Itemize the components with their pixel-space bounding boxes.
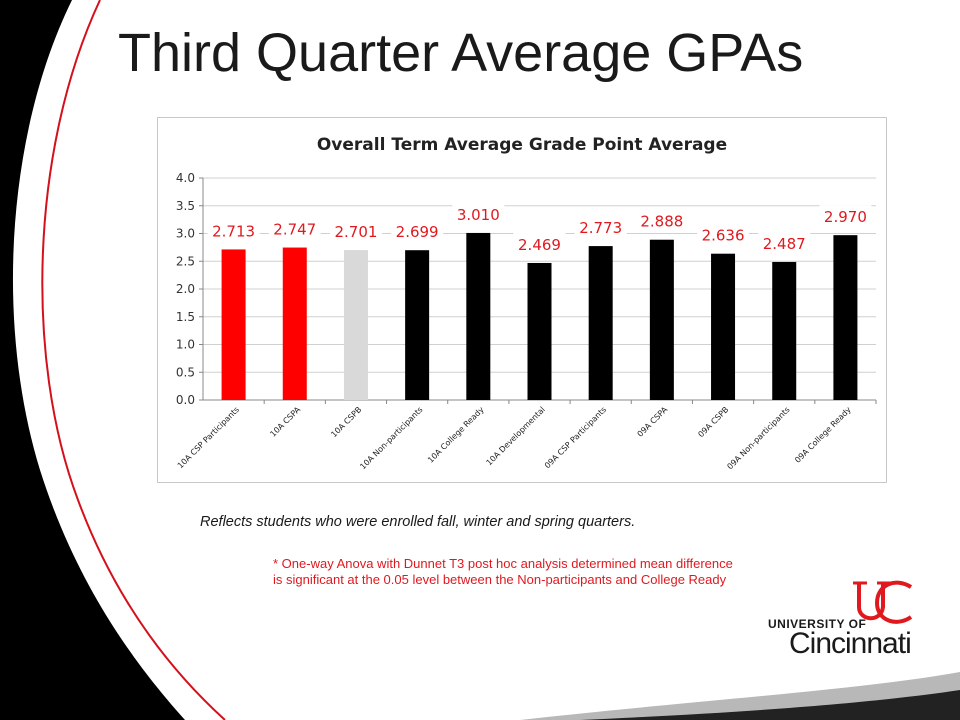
- bar: [588, 246, 613, 400]
- data-label: 2.888: [640, 213, 683, 231]
- data-label: 2.701: [334, 223, 377, 241]
- bar: [833, 235, 858, 400]
- data-label: 2.713: [212, 222, 255, 240]
- uc-mark-icon: [853, 580, 913, 624]
- data-label: 2.469: [518, 236, 561, 254]
- data-label: 2.636: [702, 227, 745, 245]
- data-labels: 2.713 2.747 2.701 2.699 3.010 2.469 2.773 2.888…: [207, 202, 872, 255]
- y-tick-label: 4.0: [176, 171, 195, 185]
- chart-title: Overall Term Average Grade Point Average: [317, 135, 727, 155]
- data-label-bg: [758, 231, 811, 254]
- data-label-bg: [513, 232, 566, 255]
- x-tick-label: 10A Developmental: [485, 405, 547, 467]
- data-label-bg: [207, 219, 260, 242]
- data-label-bg: [391, 220, 444, 243]
- x-tick-label: 10A CSPB: [329, 405, 363, 439]
- data-label-bg: [574, 216, 627, 239]
- x-tick-label: 10A CSPA: [268, 405, 302, 439]
- x-tick-label: 09A CSPB: [696, 405, 730, 439]
- slide-title: Third Quarter Average GPAs: [118, 23, 804, 83]
- y-tick-label: 2.0: [176, 282, 195, 296]
- enrollment-note: Reflects students who were enrolled fall…: [200, 514, 636, 530]
- y-tick-label: 2.5: [176, 254, 195, 268]
- x-tick-label: 10A CSP Participants: [176, 405, 241, 470]
- data-label-bg: [697, 223, 750, 246]
- y-tick-label: 3.0: [176, 227, 195, 241]
- y-tick-label: 0.5: [176, 365, 195, 379]
- data-label: 2.699: [396, 223, 439, 241]
- bar: [221, 249, 246, 400]
- x-tick-label: 09A CSPA: [636, 405, 670, 439]
- y-tick-label: 0.0: [176, 393, 195, 407]
- bar: [282, 247, 307, 400]
- data-label-bg: [452, 202, 505, 225]
- x-tick-label: 09A College Ready: [793, 405, 853, 465]
- data-label-bg: [268, 217, 321, 240]
- bar: [772, 261, 797, 400]
- anova-footnote: * One-way Anova with Dunnet T3 post hoc …: [273, 556, 733, 587]
- logo-cincinnati: Cincinnati: [789, 627, 912, 660]
- bar: [649, 239, 674, 400]
- bars: [221, 232, 858, 400]
- bar: [711, 253, 736, 400]
- y-tick-label: 3.5: [176, 199, 195, 213]
- data-label: 2.747: [273, 221, 316, 239]
- left-red-curve: [41, 0, 226, 720]
- university-logo: UNIVERSITY OF Cincinnati: [765, 575, 925, 665]
- x-tick-label: 09A CSP Participants: [543, 405, 608, 470]
- data-label-bg: [329, 220, 382, 243]
- bar: [466, 232, 491, 400]
- chart-container: Overall Term Average Grade Point Average…: [157, 117, 887, 483]
- bar: [343, 250, 368, 400]
- x-tick-label: 10A Non-participants: [358, 405, 424, 471]
- bar: [405, 250, 430, 400]
- bottom-dark-swoosh: [580, 690, 960, 720]
- data-label: 3.010: [457, 206, 500, 224]
- x-tick-labels: 10A CSP Participants 10A CSPA 10A CSPB10A …: [176, 405, 853, 472]
- data-label-bg: [819, 205, 872, 228]
- y-tick-label: 1.0: [176, 338, 195, 352]
- data-label: 2.773: [579, 219, 622, 237]
- bar: [527, 262, 552, 400]
- x-tick-label: 10A College Ready: [426, 405, 486, 465]
- data-label: 2.970: [824, 208, 867, 226]
- data-label-bg: [635, 209, 688, 232]
- y-tick-labels: 0.0 0.5 1.0 1.5 2.0 2.5 3.0 3.5 4.0: [176, 171, 195, 407]
- data-label: 2.487: [763, 235, 806, 253]
- x-tick-label: 09A Non-participants: [725, 405, 791, 471]
- y-tick-label: 1.5: [176, 310, 195, 324]
- logo-university-of: UNIVERSITY OF: [768, 617, 867, 631]
- gpa-bar-chart: Overall Term Average Grade Point Average…: [176, 135, 877, 472]
- left-black-swoosh: [0, 0, 185, 720]
